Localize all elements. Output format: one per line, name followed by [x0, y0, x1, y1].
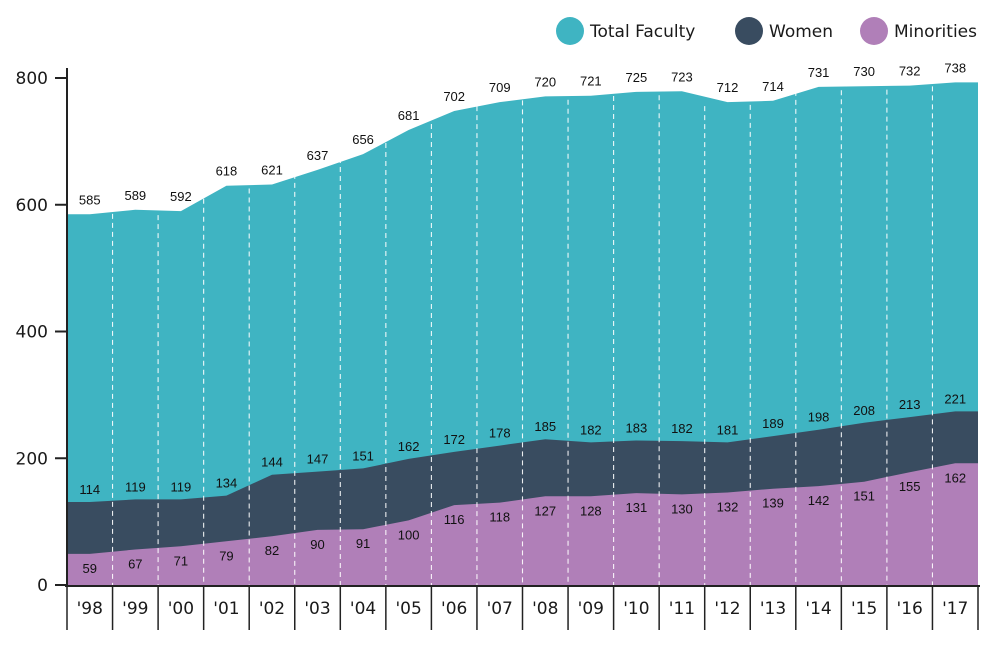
x-tick-label: '13	[760, 599, 786, 619]
data-label-women: 134	[216, 476, 238, 491]
x-tick-label: '10	[623, 599, 649, 619]
y-tick-label: 200	[16, 449, 48, 469]
data-label-total-faculty: 731	[808, 65, 830, 80]
legend-label-total-faculty: Total Faculty	[589, 22, 695, 42]
data-label-total-faculty: 712	[717, 80, 739, 95]
data-label-minorities: 67	[128, 557, 142, 572]
data-label-minorities: 71	[174, 553, 188, 568]
x-tick-label: '15	[851, 599, 877, 619]
x-tick-label: '06	[441, 599, 467, 619]
legend-swatch-total-faculty	[556, 17, 584, 45]
data-label-minorities: 131	[626, 500, 648, 515]
x-tick-label: '14	[805, 599, 831, 619]
y-tick-label: 400	[16, 323, 48, 343]
data-label-total-faculty: 723	[671, 69, 693, 84]
x-tick-label: '02	[259, 599, 285, 619]
x-tick-label: '04	[350, 599, 376, 619]
x-tick-label: '11	[669, 599, 695, 619]
data-label-total-faculty: 618	[216, 164, 238, 179]
data-label-women: 119	[125, 479, 146, 494]
x-tick-label: '09	[578, 599, 604, 619]
data-label-women: 162	[398, 439, 420, 454]
legend-swatch-women	[735, 17, 763, 45]
data-label-total-faculty: 714	[762, 79, 784, 94]
data-label-total-faculty: 585	[79, 192, 101, 207]
data-label-minorities: 151	[853, 489, 875, 504]
data-label-minorities: 118	[489, 510, 510, 525]
data-label-total-faculty: 738	[944, 60, 966, 75]
y-tick-label: 800	[16, 69, 48, 89]
data-label-women: 172	[443, 432, 465, 447]
x-tick-label: '99	[122, 599, 148, 619]
data-label-total-faculty: 709	[489, 80, 511, 95]
data-label-women: 198	[808, 410, 830, 425]
data-label-women: 221	[944, 391, 966, 406]
data-label-women: 147	[307, 452, 329, 467]
legend-swatch-minorities	[860, 17, 888, 45]
x-tick-label: '12	[714, 599, 740, 619]
data-label-total-faculty: 592	[170, 189, 192, 204]
data-label-minorities: 59	[83, 561, 97, 576]
x-tick-label: '07	[487, 599, 513, 619]
data-label-women: 208	[853, 403, 875, 418]
x-tick-label: '05	[395, 599, 421, 619]
y-tick-label: 600	[16, 196, 48, 216]
x-tick-label: '17	[942, 599, 968, 619]
x-tick-label: '03	[304, 599, 330, 619]
data-label-women: 182	[671, 421, 693, 436]
x-tick-label: '08	[532, 599, 558, 619]
data-label-women: 178	[489, 426, 511, 441]
data-label-women: 181	[717, 422, 739, 437]
data-label-minorities: 142	[808, 493, 830, 508]
data-label-minorities: 127	[534, 503, 556, 518]
data-label-total-faculty: 732	[899, 64, 921, 79]
data-label-women: 114	[79, 482, 100, 497]
data-label-total-faculty: 720	[534, 74, 556, 89]
x-tick-label: '16	[897, 599, 923, 619]
data-label-women: 189	[762, 416, 784, 431]
data-label-minorities: 155	[899, 479, 921, 494]
data-label-minorities: 82	[265, 543, 279, 558]
data-label-total-faculty: 702	[443, 89, 465, 104]
data-label-women: 183	[626, 421, 648, 436]
data-label-total-faculty: 721	[580, 74, 602, 89]
data-label-total-faculty: 589	[124, 188, 146, 203]
data-label-women: 151	[352, 448, 374, 463]
data-label-minorities: 132	[717, 499, 739, 514]
x-tick-label: '00	[168, 599, 194, 619]
data-label-minorities: 91	[356, 536, 370, 551]
legend-label-women: Women	[769, 22, 833, 42]
data-label-total-faculty: 637	[307, 148, 329, 163]
data-label-minorities: 130	[671, 501, 693, 516]
y-tick-label: 0	[37, 576, 48, 596]
data-label-women: 213	[899, 397, 921, 412]
data-label-minorities: 162	[944, 470, 966, 485]
data-label-women: 119	[171, 479, 192, 494]
data-label-women: 185	[534, 419, 556, 434]
x-tick-label: '01	[213, 599, 239, 619]
data-label-minorities: 116	[444, 512, 465, 527]
data-label-total-faculty: 656	[352, 132, 374, 147]
data-label-total-faculty: 681	[398, 108, 420, 123]
data-label-total-faculty: 730	[853, 64, 875, 79]
data-label-minorities: 139	[762, 496, 784, 511]
data-label-women: 182	[580, 422, 602, 437]
x-tick-label: '98	[77, 599, 103, 619]
legend-label-minorities: Minorities	[894, 22, 977, 42]
data-label-minorities: 90	[310, 537, 324, 552]
data-label-minorities: 79	[219, 548, 233, 563]
data-label-minorities: 128	[580, 503, 602, 518]
data-label-women: 144	[261, 455, 283, 470]
data-label-total-faculty: 725	[626, 70, 648, 85]
data-label-total-faculty: 621	[261, 162, 283, 177]
data-label-minorities: 100	[398, 527, 420, 542]
